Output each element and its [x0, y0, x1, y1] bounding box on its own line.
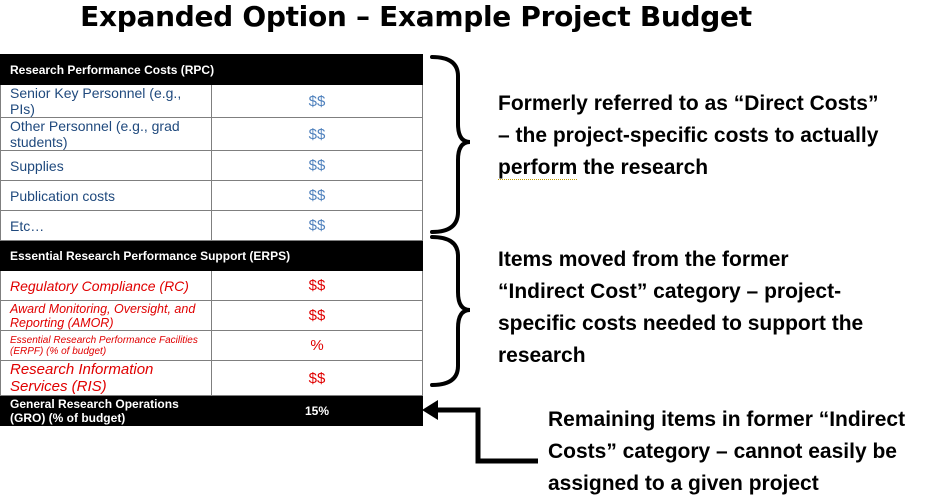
table-row: Essential Research Performance Facilitie… — [0, 330, 423, 361]
table-row: Regulatory Compliance (RC) $$ — [0, 270, 423, 301]
direct-costs-annotation: Formerly referred to as “Direct Costs” –… — [498, 88, 938, 184]
erps-header: Essential Research Performance Support (… — [0, 240, 423, 271]
annotation-line: specific costs needed to support the — [498, 312, 864, 335]
table-row: Supplies $$ — [0, 150, 423, 181]
gro-annotation: Remaining items in former “Indirect Cost… — [548, 404, 946, 500]
annotation-line: “Indirect Cost” category – project- — [498, 280, 842, 303]
table-row: Other Personnel (e.g., grad students) $$ — [0, 117, 423, 151]
annotation-line: research — [498, 344, 586, 367]
rpc-label: Other Personnel (e.g., grad students) — [0, 117, 212, 151]
table-row: Publication costs $$ — [0, 180, 423, 211]
annotation-line: Items moved from the former — [498, 248, 789, 271]
upper-brace — [430, 55, 471, 234]
table-row: Senior Key Personnel (e.g., PIs) $$ — [0, 84, 423, 118]
erps-annotation: Items moved from the former “Indirect Co… — [498, 244, 928, 372]
rpc-value: $$ — [211, 180, 423, 211]
table-row: Award Monitoring, Oversight, and Reporti… — [0, 300, 423, 331]
annotation-line: assigned to a given project — [548, 472, 819, 495]
budget-table: Research Performance Costs (RPC) Senior … — [0, 54, 423, 426]
annotation-line: Formerly referred to as “Direct Costs” — [498, 92, 879, 115]
erps-value: $$ — [211, 360, 423, 396]
erps-value: $$ — [211, 270, 423, 301]
annotation-line: Costs” category – cannot easily be — [548, 440, 897, 463]
annotation-line: – the project-specific costs to actually… — [498, 120, 938, 152]
gro-row: General Research Operations (GRO) (% of … — [0, 395, 423, 426]
erps-label: Regulatory Compliance (RC) — [0, 270, 212, 301]
gro-value: 15% — [211, 395, 423, 426]
annotation-text: – the project-specific costs to actually — [498, 124, 879, 147]
annotation-text: the research — [577, 156, 709, 179]
page-title: Expanded Option – Example Project Budget — [80, 0, 752, 33]
annotation-text-underlined: perform — [498, 156, 578, 180]
rpc-value: $$ — [211, 150, 423, 181]
connector-line — [434, 407, 538, 464]
erps-label: Award Monitoring, Oversight, and Reporti… — [0, 300, 212, 331]
erps-value: $$ — [211, 300, 423, 331]
table-row: Research Information Services (RIS) $$ — [0, 360, 423, 396]
rpc-header: Research Performance Costs (RPC) — [0, 54, 423, 85]
arrow-head-icon — [422, 400, 438, 420]
lower-brace — [430, 235, 471, 387]
erps-header-row: Essential Research Performance Support (… — [0, 240, 423, 271]
rpc-label: Supplies — [0, 150, 212, 181]
annotation-line: Remaining items in former “Indirect — [548, 408, 906, 431]
rpc-value: $$ — [211, 117, 423, 151]
rpc-header-row: Research Performance Costs (RPC) — [0, 54, 423, 85]
gro-label: General Research Operations (GRO) (% of … — [0, 395, 212, 426]
annotation-line: perform the research — [498, 152, 938, 184]
erps-label: Research Information Services (RIS) — [0, 360, 212, 396]
